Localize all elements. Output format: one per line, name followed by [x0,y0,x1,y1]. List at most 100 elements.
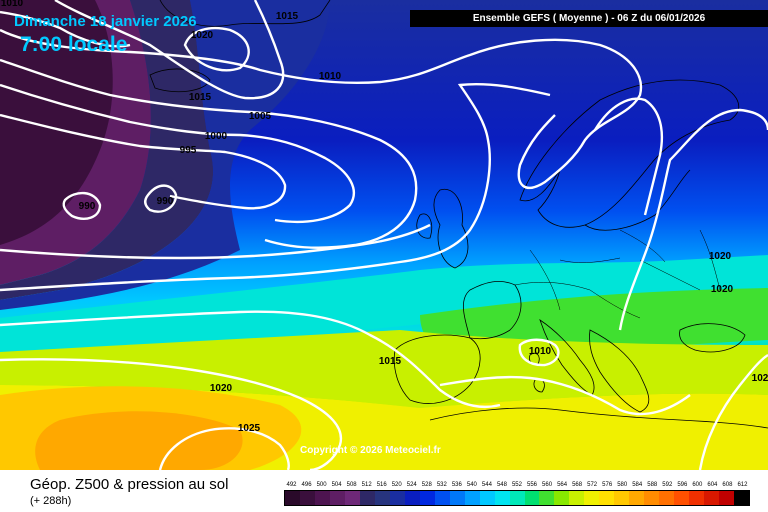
legend-swatch [554,491,570,505]
legend-value: 492 [286,482,297,488]
legend-swatch [674,491,690,505]
legend-value: 608 [722,482,733,488]
isobar-label: 1025 [238,423,261,434]
isobar-1025 [158,427,290,470]
isobar-label: 102 [752,373,768,384]
balkans-coast [589,329,650,413]
isobar-995 [0,113,287,210]
isobar-label: 1015 [276,11,299,22]
legend-swatch [314,491,330,505]
legend-value: 532 [436,482,447,488]
geopotential-bands [0,0,768,470]
legend-value: 552 [511,482,522,488]
greenland-coast [159,0,331,27]
legend-value: 584 [632,482,643,488]
legend-value: 528 [421,482,432,488]
isobar-1000 [0,83,355,223]
legend-swatch [569,491,585,505]
legend-swatch [404,491,420,505]
isobar-1010-med [518,338,560,367]
isobar-1015-south [0,310,501,409]
isobar-label: 990 [157,196,174,207]
legend-swatches [284,490,750,506]
isobar-labels: 1010 1015 1020 1015 1010 1005 1000 995 9… [1,0,768,434]
forecast-date: Dimanche 18 janvier 2026 [14,13,197,30]
legend-value: 592 [662,482,673,488]
field-title: Géop. Z500 & pression au sol [30,476,229,493]
isobar-label: 1010 [1,0,24,9]
legend-swatch [614,491,630,505]
legend-value: 588 [647,482,658,488]
legend-value: 556 [527,482,538,488]
isobar-1020-loop [183,26,250,72]
legend-swatch [704,491,720,505]
legend-swatch [359,491,375,505]
isobar-label: 1000 [205,131,228,142]
isobar-1010-greenland [0,10,131,48]
isobar-990-west [62,191,102,220]
legend-value: 500 [316,482,327,488]
footer-bar: Géop. Z500 & pression au sol (+ 288h) 49… [0,470,768,512]
legend-value: 544 [481,482,492,488]
isobar-1020-deep-south [0,358,343,470]
isobar-1020-far-east [698,353,768,470]
legend-swatch [285,491,300,505]
z500-low-core [0,0,113,245]
z500-blue-band [0,0,330,310]
british-isles-coast [416,188,469,269]
legend-swatch [464,491,480,505]
legend-value: 548 [496,482,507,488]
isobar-label: 1010 [529,346,552,357]
legend-swatch [689,491,705,505]
z500-dark-blue-band [0,0,214,300]
legend-swatch [509,491,525,505]
isobar-1020-east [618,108,768,331]
isobar-label: 1015 [379,356,402,367]
legend-value: 580 [617,482,628,488]
legend-swatch [719,491,735,505]
isobar-990-east [144,184,178,213]
isobar-label: 1005 [249,111,272,122]
legend-value: 572 [587,482,598,488]
legend-value: 564 [557,482,568,488]
legend-swatch [434,491,450,505]
isobar-1010-main [0,28,643,189]
isobar-label: 990 [79,201,96,212]
model-title: Ensemble GEFS ( Moyenne ) - 06 Z du 06/0… [410,10,768,27]
iberia-coast [393,334,481,404]
isobar-label: 1020 [711,284,734,295]
legend-swatch [599,491,615,505]
legend-swatch [299,491,315,505]
legend-value: 576 [602,482,613,488]
baltic-coast [584,169,691,231]
isobar-1015-north [54,0,285,100]
legend-swatch [329,491,345,505]
legend-value: 524 [406,482,417,488]
legend-value: 596 [677,482,688,488]
legend-swatch [479,491,495,505]
legend-value: 540 [466,482,477,488]
scandinavia-coast [519,79,740,228]
weather-map: 1010 1015 1020 1015 1010 1005 1000 995 9… [0,0,768,470]
legend-value: 604 [707,482,718,488]
isobar-label: 1020 [191,30,214,41]
legend-value: 512 [361,482,372,488]
color-scale-legend: 492 496 500 504 508 512 516 520 524 528 532 536 540 5… [284,480,750,508]
legend-swatch [629,491,645,505]
legend-value: 508 [346,482,357,488]
isobar-1015-med [439,375,691,416]
isobar-label: 1020 [210,383,233,394]
legend-value: 600 [692,482,703,488]
isobar-1015-west [0,223,431,260]
lead-time: (+ 288h) [30,495,72,507]
isobar-1015-east-loop [593,97,664,216]
legend-swatch [659,491,675,505]
central-europe-borders [514,229,721,319]
north-africa-coast [429,407,768,429]
legend-value: 504 [331,482,342,488]
isobar-1020-south [0,83,551,292]
isobar-label: 995 [180,145,197,156]
legend-value: 568 [572,482,583,488]
legend-swatch [539,491,555,505]
